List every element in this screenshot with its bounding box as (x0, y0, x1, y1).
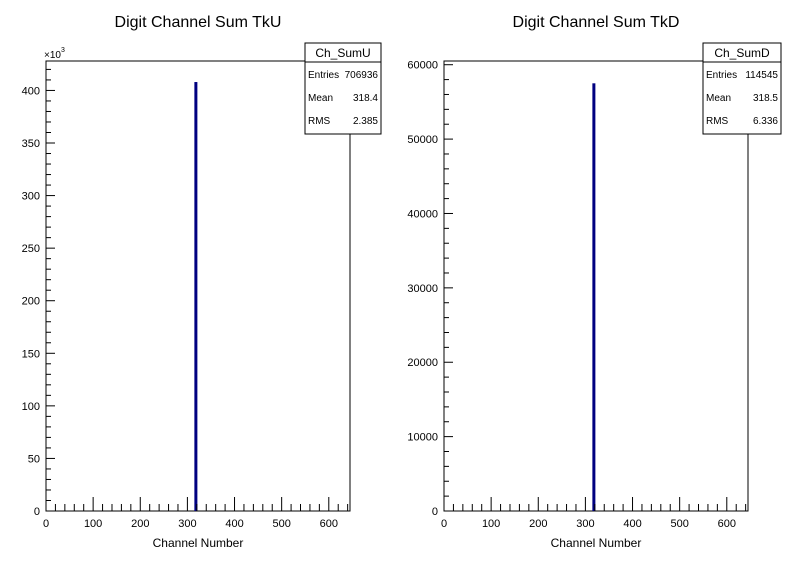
histogram-chart-tkd: Digit Channel Sum TkD 0 100 200 300 400 500 600… (407, 14, 782, 550)
x-tick-label: 200 (529, 518, 547, 530)
y-axis-multiplier: ×10 (44, 50, 61, 61)
stats-row-label: Entries (706, 70, 737, 81)
histogram-panel-tku: Digit Channel Sum TkU 0 100 200 300 400 500 600… (22, 14, 382, 550)
x-tick-label: 600 (718, 518, 736, 530)
stats-row-value: 318.5 (753, 93, 778, 104)
x-tick-label: 400 (225, 518, 243, 530)
histogram-panel-tkd: Digit Channel Sum TkD 0 100 200 300 400 500 600… (398, 0, 796, 574)
y-tick-label: 50000 (407, 134, 438, 146)
stats-row-label: RMS (706, 116, 729, 127)
y-tick-label: 0 (432, 506, 438, 518)
x-axis-label: Channel Number (153, 536, 244, 550)
stats-row-label: RMS (308, 116, 331, 127)
x-tick-label: 200 (131, 518, 149, 530)
histogram-bar (194, 82, 198, 511)
stats-row-label: Entries (308, 70, 339, 81)
y-tick-label: 400 (22, 85, 40, 97)
x-axis-label: Channel Number (551, 536, 642, 550)
y-tick-label: 10000 (407, 432, 438, 444)
stats-row-value: 706936 (345, 70, 379, 81)
stats-row-value: 318.4 (353, 93, 378, 104)
x-tick-label: 100 (84, 518, 102, 530)
y-tick-label: 20000 (407, 357, 438, 369)
y-tick-label: 350 (22, 138, 40, 150)
y-tick-label: 100 (22, 401, 40, 413)
x-tick-label: 400 (623, 518, 641, 530)
stats-row-label: Mean (706, 93, 731, 104)
stats-box-title: Ch_SumU (315, 46, 370, 60)
y-tick-label: 200 (22, 296, 40, 308)
x-tick-label: 500 (670, 518, 688, 530)
y-tick-label: 40000 (407, 208, 438, 220)
y-tick-label: 300 (22, 191, 40, 203)
stats-box-frame (702, 42, 782, 135)
plot-frame (443, 60, 749, 512)
y-tick-label: 50 (28, 453, 40, 465)
stats-box: Ch_SumD Entries 114545 Mean 318.5 RMS 6.336 (702, 42, 782, 135)
x-tick-label: 300 (576, 518, 594, 530)
stats-row-value: 2.385 (353, 116, 378, 127)
stats-box-frame (304, 42, 382, 135)
stats-row-value: 114545 (745, 70, 778, 81)
histogram-bar (592, 83, 596, 511)
stats-row-value: 6.336 (753, 116, 778, 127)
x-tick-label: 0 (441, 518, 447, 530)
y-tick-label: 250 (22, 243, 40, 255)
x-tick-label: 500 (272, 518, 290, 530)
stats-box: Ch_SumU Entries 706936 Mean 318.4 RMS 2.385 (304, 42, 382, 135)
x-tick-label: 0 (43, 518, 49, 530)
x-tick-label: 600 (320, 518, 338, 530)
y-axis-multiplier-exponent: 3 (61, 47, 65, 54)
x-tick-label: 100 (482, 518, 500, 530)
chart-title: Digit Channel Sum TkD (513, 14, 680, 31)
stats-row-label: Mean (308, 93, 333, 104)
y-tick-label: 0 (34, 506, 40, 518)
x-tick-label: 300 (178, 518, 196, 530)
y-tick-label: 30000 (407, 283, 438, 295)
chart-title: Digit Channel Sum TkU (115, 14, 282, 31)
stats-box-title: Ch_SumD (714, 46, 770, 60)
y-tick-label: 150 (22, 348, 40, 360)
plot-frame (45, 60, 351, 512)
y-tick-label: 60000 (407, 60, 438, 72)
